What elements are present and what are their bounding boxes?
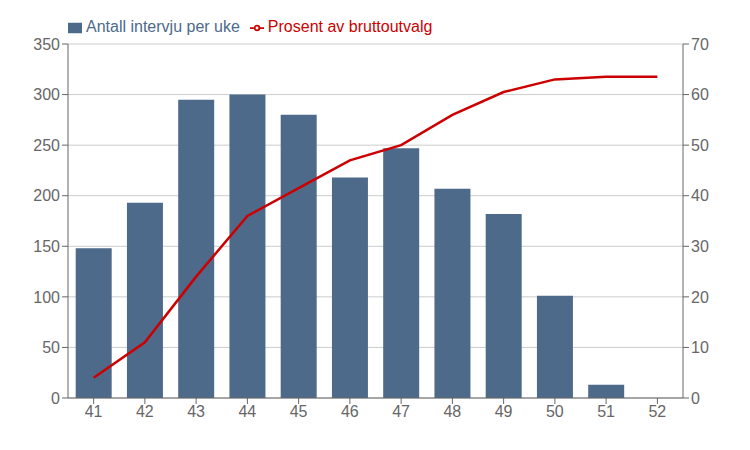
svg-text:30: 30 [691,238,709,255]
svg-text:50: 50 [42,339,60,356]
svg-text:300: 300 [33,86,60,103]
svg-text:41: 41 [85,403,103,420]
svg-text:44: 44 [238,403,256,420]
svg-text:60: 60 [691,86,709,103]
svg-text:48: 48 [443,403,461,420]
svg-text:70: 70 [691,36,709,53]
svg-text:51: 51 [597,403,615,420]
html-text:Prosent av bruttoutvalg: Prosent av bruttoutvalg [267,18,433,35]
svg-text:100: 100 [33,289,60,306]
svg-text:40: 40 [691,187,709,204]
svg-text:49: 49 [495,403,513,420]
svg-text:250: 250 [33,137,60,154]
svg-text:10: 10 [691,339,709,356]
html-text:Antall intervju per uke: Antall intervju per uke [86,18,240,35]
svg-text:47: 47 [392,403,410,420]
svg-text:20: 20 [691,289,709,306]
svg-text:52: 52 [648,403,666,420]
svg-text:43: 43 [187,403,205,420]
svg-text:50: 50 [546,403,564,420]
svg-text:200: 200 [33,187,60,204]
svg-text:45: 45 [290,403,308,420]
svg-text:50: 50 [691,137,709,154]
svg-text:0: 0 [51,390,60,407]
svg-text:42: 42 [136,403,154,420]
svg-text:0: 0 [691,390,700,407]
svg-text:46: 46 [341,403,359,420]
svg-text:150: 150 [33,238,60,255]
svg-text:350: 350 [33,36,60,53]
